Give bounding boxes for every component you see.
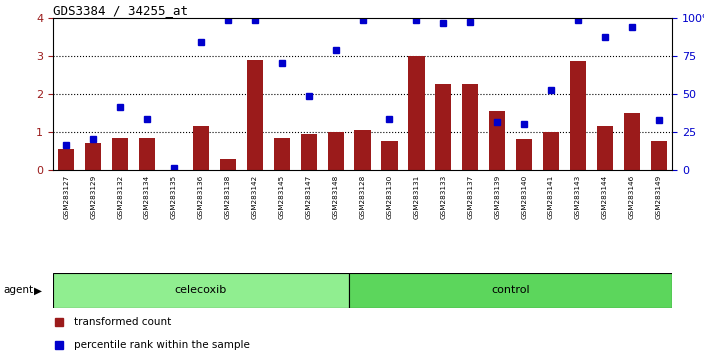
Bar bbox=[408, 56, 425, 170]
Bar bbox=[139, 138, 155, 170]
Bar bbox=[382, 141, 398, 170]
Bar bbox=[650, 141, 667, 170]
Text: GSM283129: GSM283129 bbox=[90, 175, 96, 219]
Bar bbox=[327, 132, 344, 170]
Text: GSM283143: GSM283143 bbox=[575, 175, 581, 219]
Bar bbox=[112, 138, 128, 170]
Text: control: control bbox=[491, 285, 530, 295]
Bar bbox=[570, 62, 586, 170]
Bar bbox=[516, 139, 532, 170]
Text: GSM283135: GSM283135 bbox=[171, 175, 177, 219]
Bar bbox=[53, 273, 349, 308]
Text: GSM283132: GSM283132 bbox=[117, 175, 123, 219]
Text: GSM283144: GSM283144 bbox=[602, 175, 608, 219]
Text: transformed count: transformed count bbox=[75, 317, 172, 327]
Bar bbox=[301, 134, 317, 170]
Text: GSM283140: GSM283140 bbox=[521, 175, 527, 219]
Text: GSM283141: GSM283141 bbox=[548, 175, 554, 219]
Text: GSM283130: GSM283130 bbox=[386, 175, 393, 219]
Bar bbox=[355, 130, 370, 170]
Text: GSM283136: GSM283136 bbox=[198, 175, 204, 219]
Text: GSM283139: GSM283139 bbox=[494, 175, 501, 219]
Text: agent: agent bbox=[4, 285, 34, 295]
Text: GSM283131: GSM283131 bbox=[413, 175, 420, 219]
Text: GSM283133: GSM283133 bbox=[441, 175, 446, 219]
Bar bbox=[489, 111, 505, 170]
Bar bbox=[220, 159, 236, 170]
Bar bbox=[58, 149, 75, 170]
Bar bbox=[274, 138, 290, 170]
Bar bbox=[624, 113, 640, 170]
Bar bbox=[349, 273, 672, 308]
Bar bbox=[85, 143, 101, 170]
Bar bbox=[597, 126, 613, 170]
Text: GSM283145: GSM283145 bbox=[279, 175, 284, 219]
Text: GSM283147: GSM283147 bbox=[306, 175, 312, 219]
Text: GSM283134: GSM283134 bbox=[144, 175, 150, 219]
Bar bbox=[193, 126, 209, 170]
Bar bbox=[246, 59, 263, 170]
Bar bbox=[463, 84, 479, 170]
Text: GSM283142: GSM283142 bbox=[252, 175, 258, 219]
Text: celecoxib: celecoxib bbox=[175, 285, 227, 295]
Text: percentile rank within the sample: percentile rank within the sample bbox=[75, 340, 251, 350]
Text: GSM283149: GSM283149 bbox=[656, 175, 662, 219]
Bar bbox=[543, 132, 559, 170]
Text: GSM283137: GSM283137 bbox=[467, 175, 473, 219]
Text: GSM283146: GSM283146 bbox=[629, 175, 635, 219]
Text: GSM283127: GSM283127 bbox=[63, 175, 69, 219]
Bar bbox=[435, 84, 451, 170]
Text: GSM283148: GSM283148 bbox=[332, 175, 339, 219]
Text: GDS3384 / 34255_at: GDS3384 / 34255_at bbox=[53, 4, 188, 17]
Text: ▶: ▶ bbox=[34, 285, 42, 295]
Text: GSM283138: GSM283138 bbox=[225, 175, 231, 219]
Text: GSM283128: GSM283128 bbox=[360, 175, 365, 219]
